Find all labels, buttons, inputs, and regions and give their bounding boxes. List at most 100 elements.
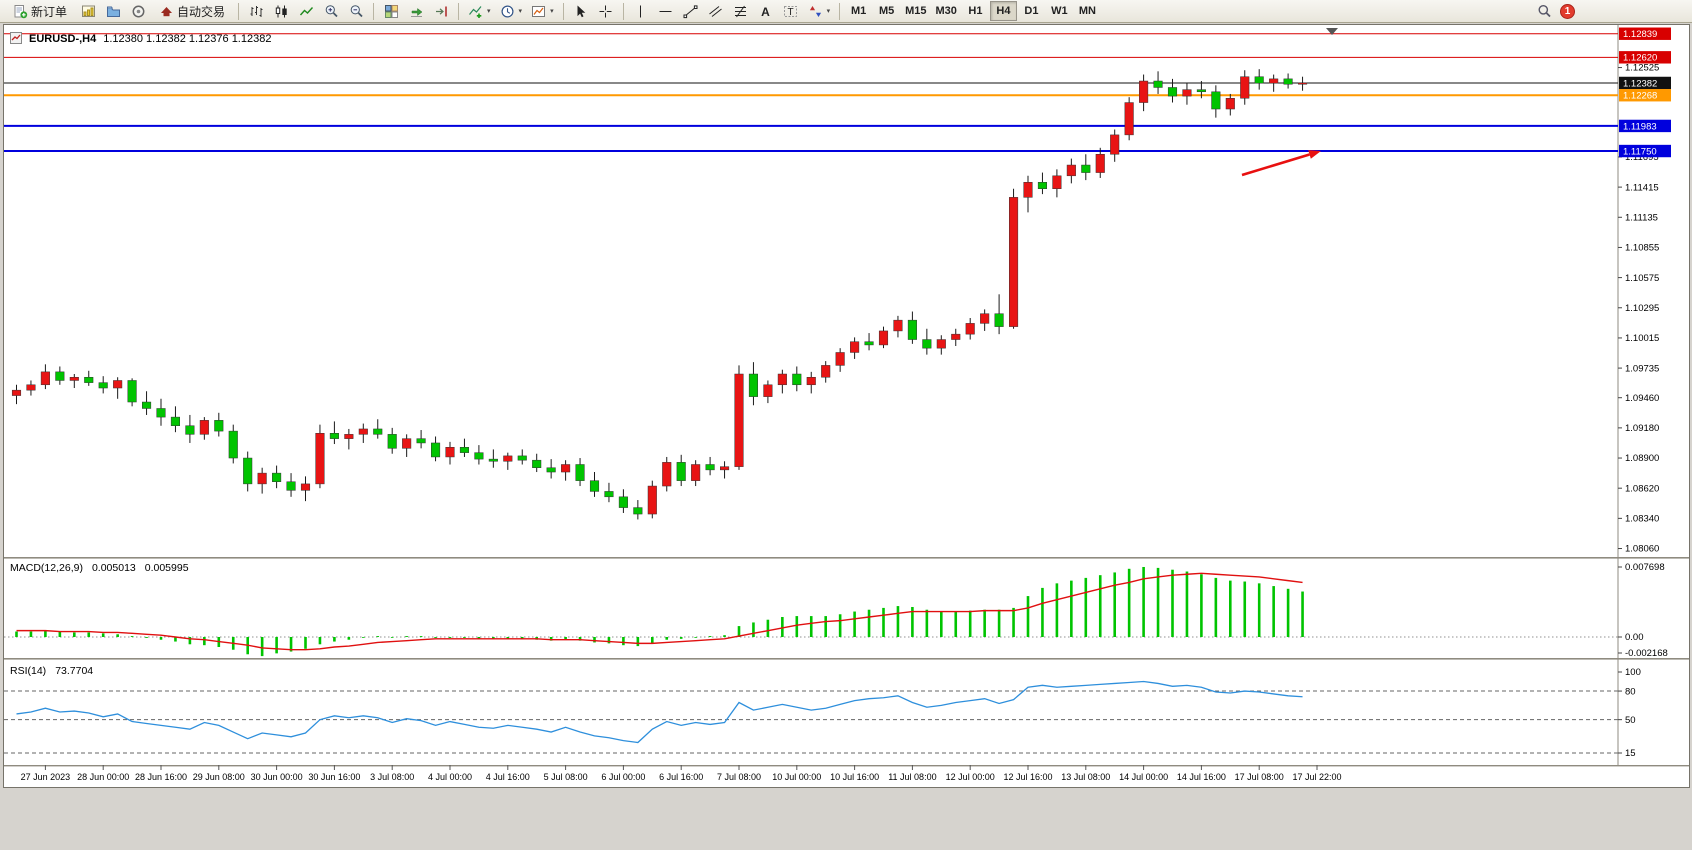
candle-body xyxy=(113,380,123,389)
auto-scroll-button[interactable] xyxy=(404,1,428,21)
timeframe-button-h1[interactable]: H1 xyxy=(968,5,983,17)
timeframe-button-m15[interactable]: M15 xyxy=(905,5,927,17)
candle-body xyxy=(1095,154,1105,173)
candle-body xyxy=(84,376,94,383)
text-icon: A xyxy=(761,5,770,19)
macd-histogram-bar xyxy=(636,637,640,647)
candle-body xyxy=(1254,76,1264,84)
timeframe-button-m5[interactable]: M5 xyxy=(878,5,895,17)
price-tick-label: 1.10575 xyxy=(1625,273,1659,284)
time-label: 17 Jul 08:00 xyxy=(1235,772,1284,782)
vertical-line-button[interactable] xyxy=(629,1,653,21)
price-line-label-box xyxy=(1619,27,1671,40)
rsi-indicator-label: RSI(14) 73.7704 xyxy=(10,665,93,677)
macd-histogram-bar xyxy=(1098,575,1102,637)
price-tick-label: 1.08900 xyxy=(1625,453,1659,464)
text-button[interactable]: A xyxy=(754,1,778,21)
new-chart-button[interactable] xyxy=(76,1,100,21)
timeframe-button-d1[interactable]: D1 xyxy=(1024,5,1039,17)
tile-windows-button[interactable] xyxy=(379,1,403,21)
macd-histogram-bar xyxy=(1301,591,1304,637)
new-order-button[interactable]: 新订单 xyxy=(5,1,75,21)
macd-histogram-bar xyxy=(1171,569,1174,637)
macd-histogram-bar xyxy=(73,632,76,637)
macd-rsi-splitter[interactable] xyxy=(4,658,1689,660)
line-chart-button[interactable] xyxy=(294,1,318,21)
macd-histogram-bar xyxy=(347,637,351,640)
search-icon[interactable] xyxy=(1537,4,1552,19)
indicators-button[interactable]: ▾ xyxy=(464,1,495,21)
candle-body xyxy=(936,339,946,349)
text-label-button[interactable]: T xyxy=(779,1,803,21)
community-button[interactable] xyxy=(126,1,150,21)
zoom-in-button[interactable] xyxy=(319,1,343,21)
dropdown-caret: ▾ xyxy=(487,8,491,15)
time-label: 7 Jul 08:00 xyxy=(717,772,761,782)
chart-shift-button[interactable] xyxy=(429,1,453,21)
macd-histogram-bar xyxy=(1272,586,1275,637)
timeframe-button-mn[interactable]: MN xyxy=(1078,5,1096,17)
horizontal-line-button[interactable] xyxy=(654,1,678,21)
trendline-button[interactable] xyxy=(679,1,703,21)
zoom-out-button[interactable] xyxy=(344,1,368,21)
timeframe-button-m1[interactable]: M1 xyxy=(850,5,867,17)
rsi-scale-label: 15 xyxy=(1625,748,1636,759)
zoom-in-icon xyxy=(325,4,338,17)
time-label: 28 Jun 00:00 xyxy=(77,772,129,782)
price-scale-drag-area[interactable] xyxy=(1618,25,1689,765)
arrows-button[interactable]: ▾ xyxy=(804,1,835,21)
timeframe-button-h4[interactable]: H4 xyxy=(989,1,1017,21)
price-tick-label: 1.11415 xyxy=(1625,182,1659,193)
macd-histogram-bar xyxy=(723,635,726,637)
time-label: 12 Jul 00:00 xyxy=(946,772,995,782)
rsi-scale-label: 50 xyxy=(1625,715,1636,726)
channel-button[interactable] xyxy=(704,1,728,21)
candlestick-chart-button[interactable] xyxy=(269,1,293,21)
auto-trading-button[interactable]: 自动交易 xyxy=(151,1,233,21)
candle-body xyxy=(1139,80,1149,103)
profiles-button[interactable] xyxy=(101,1,125,21)
candle-body xyxy=(965,323,975,335)
price-line-label-box xyxy=(1619,119,1671,133)
crosshair-button[interactable] xyxy=(594,1,618,21)
candle-body xyxy=(286,481,296,491)
bars-chart-button[interactable] xyxy=(244,1,268,21)
time-axis-drag-area[interactable] xyxy=(4,766,1689,786)
arrows-icon xyxy=(809,5,821,17)
candle-body xyxy=(214,420,224,432)
macd-histogram-bar xyxy=(651,637,654,644)
candle-body xyxy=(734,373,744,467)
fibonacci-button[interactable] xyxy=(729,1,753,21)
notification-badge[interactable]: 1 xyxy=(1560,3,1575,19)
timeframe-button-w1[interactable]: W1 xyxy=(1051,5,1068,17)
time-label: 17 Jul 22:00 xyxy=(1292,772,1341,782)
candle-body xyxy=(503,455,513,462)
rsi-scale-label: 80 xyxy=(1625,686,1636,697)
dropdown-caret: ▾ xyxy=(826,8,831,15)
chart-canvas[interactable]: 1.12525 1.11695 1.11415 1.11135 1.10855 1.105… xyxy=(4,25,1689,787)
candle-body xyxy=(546,467,556,473)
chart-ohlc-values: 1.12380 1.12382 1.12376 1.12382 xyxy=(103,33,272,45)
macd-histogram-bar xyxy=(29,631,33,637)
macd-histogram-bar xyxy=(968,610,972,637)
periods-button[interactable]: ▾ xyxy=(496,1,527,21)
candle-body xyxy=(344,434,354,439)
candle-body xyxy=(517,455,527,461)
candle-body xyxy=(272,472,282,482)
price-tick-label: 1.08340 xyxy=(1625,514,1659,525)
macd-histogram-bar xyxy=(997,609,1001,637)
macd-histogram-bar xyxy=(1012,607,1015,637)
templates-button[interactable]: ▾ xyxy=(527,1,558,21)
macd-histogram-bar xyxy=(694,637,697,638)
main-macd-splitter[interactable] xyxy=(4,557,1689,559)
timeframe-button-m30[interactable]: M30 xyxy=(935,5,957,17)
macd-histogram-bar xyxy=(896,606,900,637)
price-line-label-text: 1.12839 xyxy=(1623,29,1657,40)
macd-main-value: 0.005013 xyxy=(91,562,136,574)
toolbar-separator xyxy=(562,2,564,20)
macd-name: MACD(12,26,9) xyxy=(10,562,83,574)
chart-symbol-period: EURUSD-,H4 xyxy=(29,33,97,45)
candle-body xyxy=(676,462,686,481)
macd-histogram-bar xyxy=(492,637,495,639)
cursor-button[interactable] xyxy=(569,1,593,21)
